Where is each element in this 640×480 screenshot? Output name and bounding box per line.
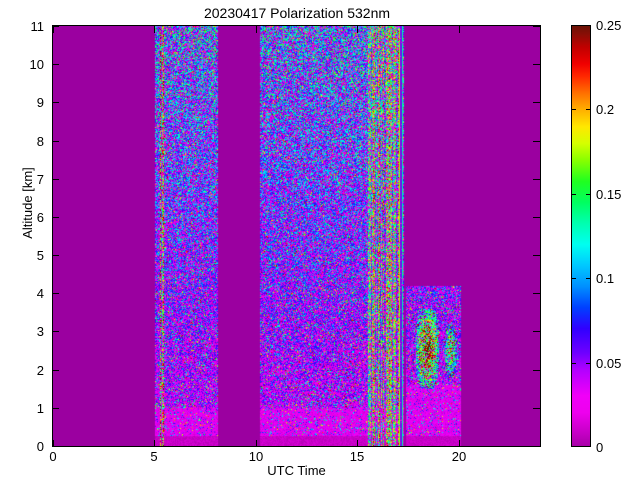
- y-tick-mark-right: [533, 102, 540, 103]
- colorbar-tick-mark: [586, 278, 591, 279]
- y-tick-mark: [52, 217, 59, 218]
- x-tick-mark-top: [459, 26, 460, 33]
- y-tick-label: 5: [36, 248, 44, 263]
- x-tick-mark: [154, 440, 155, 447]
- x-tick-mark-top: [154, 26, 155, 33]
- y-tick-mark: [52, 293, 59, 294]
- y-tick-mark: [52, 370, 59, 371]
- y-tick-mark-right: [533, 370, 540, 371]
- colorbar-tick-label: 0.15: [596, 187, 622, 202]
- x-tick-mark: [53, 440, 54, 447]
- y-tick-mark-right: [533, 217, 540, 218]
- colorbar-tick-label: 0.05: [596, 356, 622, 371]
- x-tick-mark-top: [256, 26, 257, 33]
- x-tick-label: 0: [49, 449, 57, 464]
- y-tick-label: 3: [36, 324, 44, 339]
- y-tick-mark-right: [533, 293, 540, 294]
- y-tick-mark: [52, 64, 59, 65]
- y-tick-mark: [52, 446, 59, 447]
- x-tick-label: 20: [451, 449, 467, 464]
- heatmap-plot-area[interactable]: [52, 25, 541, 447]
- x-tick-mark: [459, 440, 460, 447]
- colorbar-tick-mark: [586, 109, 591, 110]
- y-tick-mark: [52, 26, 59, 27]
- x-tick-label: 5: [150, 449, 158, 464]
- x-tick-mark: [256, 440, 257, 447]
- y-tick-label: 2: [36, 363, 44, 378]
- y-tick-mark-right: [533, 408, 540, 409]
- y-tick-label: 6: [36, 210, 44, 225]
- y-tick-mark-right: [533, 179, 540, 180]
- colorbar-tick-label: 0.25: [596, 18, 622, 33]
- x-tick-mark-top: [53, 26, 54, 33]
- y-tick-label: 1: [36, 401, 44, 416]
- colorbar-tick-mark: [571, 278, 576, 279]
- colorbar-tick-mark: [571, 109, 576, 110]
- y-tick-mark-right: [533, 255, 540, 256]
- colorbar-tick-label: 0.1: [596, 271, 615, 286]
- colorbar-tick-mark: [586, 194, 591, 195]
- x-tick-mark: [357, 440, 358, 447]
- x-axis-title: UTC Time: [267, 463, 326, 478]
- y-tick-mark: [52, 102, 59, 103]
- y-tick-mark-right: [533, 141, 540, 142]
- y-tick-mark-right: [533, 446, 540, 447]
- y-tick-mark: [52, 179, 59, 180]
- x-tick-label: 10: [248, 449, 264, 464]
- y-tick-label: 7: [36, 172, 44, 187]
- y-tick-mark-right: [533, 64, 540, 65]
- y-tick-mark-right: [533, 26, 540, 27]
- y-tick-label: 0: [36, 439, 44, 454]
- y-tick-mark: [52, 408, 59, 409]
- y-tick-label: 8: [36, 134, 44, 149]
- y-tick-mark: [52, 141, 59, 142]
- y-tick-label: 4: [36, 286, 44, 301]
- colorbar-tick-mark: [571, 363, 576, 364]
- x-tick-mark-top: [357, 26, 358, 33]
- y-tick-mark: [52, 331, 59, 332]
- y-tick-label: 11: [30, 19, 45, 34]
- colorbar-tick-mark: [571, 194, 576, 195]
- colorbar-tick-label: 0: [596, 440, 604, 455]
- heatmap-image: [53, 26, 540, 446]
- page-title: 20230417 Polarization 532nm: [203, 5, 391, 21]
- y-axis-title: Altitude [km]: [20, 167, 35, 239]
- y-tick-mark-right: [533, 331, 540, 332]
- colorbar-tick-mark: [586, 363, 591, 364]
- colorbar-gradient[interactable]: [571, 25, 591, 447]
- x-tick-label: 15: [349, 449, 365, 464]
- y-tick-mark: [52, 255, 59, 256]
- y-tick-label: 10: [29, 57, 44, 72]
- colorbar-tick-label: 0.2: [596, 102, 615, 117]
- y-tick-label: 9: [36, 95, 44, 110]
